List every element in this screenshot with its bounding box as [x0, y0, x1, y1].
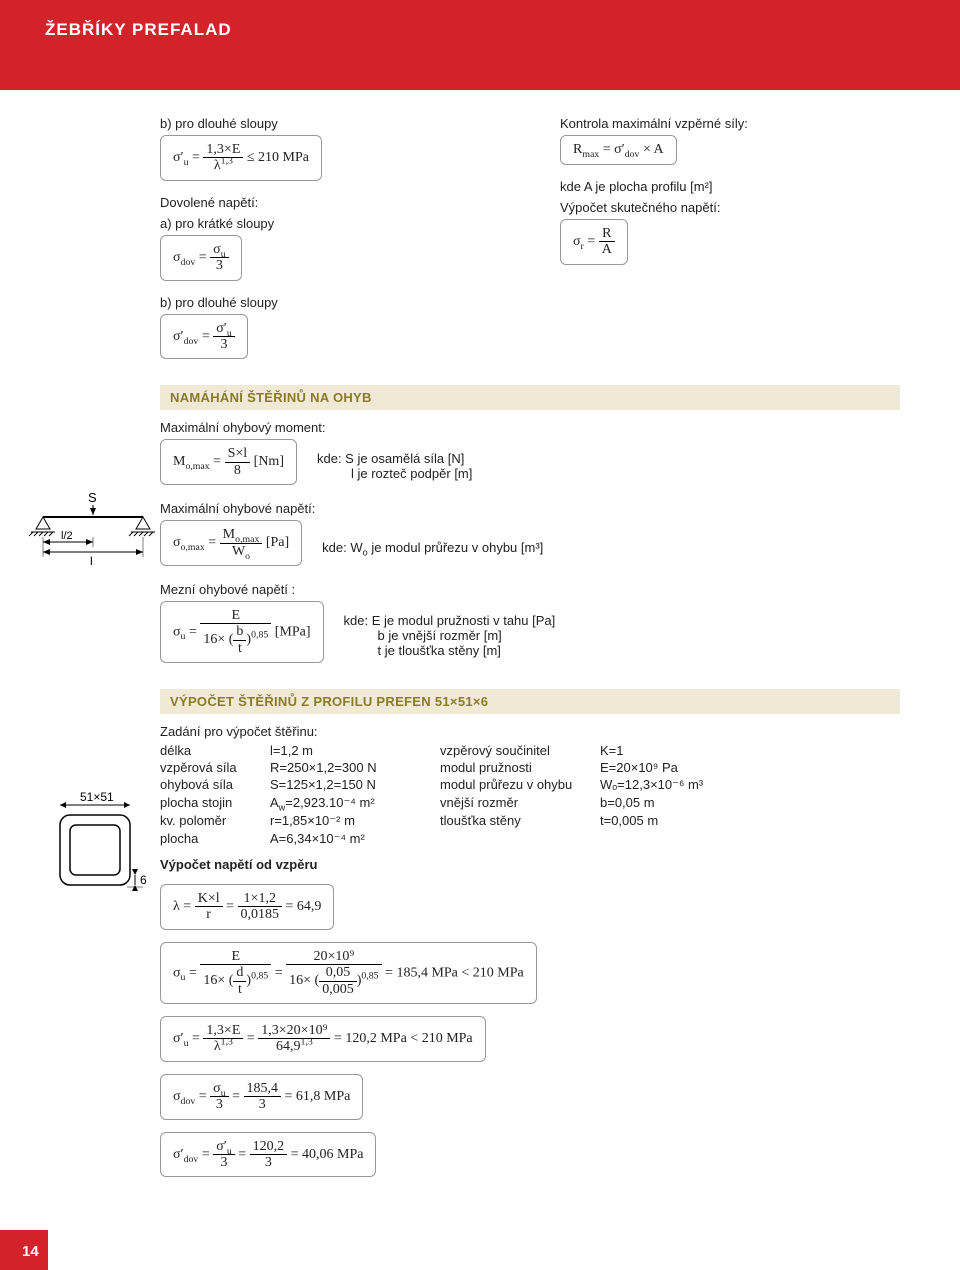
label-allow: Dovolené napětí: — [160, 195, 500, 210]
kde-area: kde A je plocha profilu [m²] — [560, 179, 900, 194]
beam-diagram: S l l/2 — [28, 487, 158, 585]
given-cell: S=125×1,2=150 N — [270, 777, 440, 793]
cross-section-diagram: 51×51 6 — [40, 790, 160, 903]
given-cell: ohybová síla — [160, 777, 270, 793]
section-bending-title: NAMÁHÁNÍ ŠTĚŘINŮ NA OHYB — [160, 385, 900, 410]
calc-sigma-u-prime: σ′u = 1,3×Eλ1,3 = 1,3×20×10⁹64,91,3 = 12… — [160, 1016, 486, 1062]
moment-title: Maximální ohybový moment: — [160, 420, 900, 435]
given-cell: A=6,34×10⁻⁴ m² — [270, 831, 440, 847]
page-number: 14 — [22, 1243, 39, 1260]
formula-sigma-u-prime: σ′u = 1,3×Eλ1,3 ≤ 210 MPa — [160, 135, 322, 181]
bendstress-kde: kde: Wo je modul průřezu v ohybu [m³] — [322, 540, 900, 555]
given-cell: t=0,005 m — [600, 813, 900, 829]
label-real: Výpočet skutečného napětí: — [560, 200, 900, 215]
formula-bendstress: σo,max = Mo,maxWo [Pa] — [160, 520, 302, 566]
given-cell: r=1,85×10⁻² m — [270, 813, 440, 829]
cross-t-label: 6 — [140, 873, 147, 887]
formula-rmax: Rmax = σ′dov × A — [560, 135, 677, 165]
given-intro: Zadání pro výpočet štěřinu: — [160, 724, 900, 739]
formula-sigma-r: σr = RA — [560, 219, 628, 265]
given-cell — [600, 831, 900, 847]
given-cell: R=250×1,2=300 N — [270, 760, 440, 775]
given-cell: K=1 — [600, 743, 900, 758]
calc-heading: Výpočet napětí od vzpěru — [160, 857, 900, 872]
limitstress-title: Mezní ohybové napětí : — [160, 582, 900, 597]
calc-lambda: λ = K×lr = 1×1,20,0185 = 64,9 — [160, 884, 334, 930]
moment-kde2: l je rozteč podpěr [m] — [317, 466, 900, 481]
label-a-short: a) pro krátké sloupy — [160, 216, 500, 231]
given-cell: kv. poloměr — [160, 813, 270, 829]
beam-s-label: S — [88, 490, 97, 505]
formula-sigma-dov: σdov = σu3 — [160, 235, 242, 281]
section-calc-title: VÝPOČET ŠTĚŘINŮ Z PROFILU PREFEN 51×51×6 — [160, 689, 900, 714]
cross-dim-label: 51×51 — [80, 790, 114, 804]
given-cell: E=20×10⁹ Pa — [600, 760, 900, 775]
beam-l-label: l — [90, 554, 93, 568]
right-column: Kontrola maximální vzpěrné síly: Rmax = … — [560, 110, 900, 367]
page-title: ŽEBŘÍKY PREFALAD — [45, 20, 960, 40]
given-cell: Aw=2,923.10⁻⁴ m² — [270, 795, 440, 811]
formula-moment: Mo,max = S×l8 [Nm] — [160, 439, 297, 485]
formula-sigma-dov-prime: σ′dov = σ′u3 — [160, 314, 248, 360]
given-cell: vnější rozměr — [440, 795, 600, 811]
moment-kde1: kde: S je osamělá síla [N] — [317, 451, 900, 466]
formula-limitstress: σu = E16× (bt)0,85 [MPa] — [160, 601, 324, 663]
given-cell: vzpěrová síla — [160, 760, 270, 775]
given-cell: vzpěrový součinitel — [440, 743, 600, 758]
label-b-long: b) pro dlouhé sloupy — [160, 116, 500, 131]
label-control: Kontrola maximální vzpěrné síly: — [560, 116, 900, 131]
given-cell: l=1,2 m — [270, 743, 440, 758]
given-cell: tloušťka stěny — [440, 813, 600, 829]
calc-sigma-dov: σdov = σu3 = 185,43 = 61,8 MPa — [160, 1074, 363, 1120]
given-table: délkal=1,2 mvzpěrový součinitelK=1 vzpěro… — [160, 743, 900, 847]
limit-kde3: t je tloušťka stěny [m] — [344, 643, 900, 658]
calc-sigma-dov-prime: σ′dov = σ′u3 = 120,23 = 40,06 MPa — [160, 1132, 376, 1178]
footer-strip: 14 — [0, 1230, 48, 1270]
left-column: b) pro dlouhé sloupy σ′u = 1,3×Eλ1,3 ≤ 2… — [160, 110, 500, 367]
given-cell: Wₒ=12,3×10⁻⁶ m³ — [600, 777, 900, 793]
calc-sigma-u: σu = E16× (dt)0,85 = 20×10⁹16× (0,050,00… — [160, 942, 537, 1004]
limit-kde1: kde: E je modul pružnosti v tahu [Pa] — [344, 613, 900, 628]
given-cell — [440, 831, 600, 847]
given-cell: délka — [160, 743, 270, 758]
bendstress-title: Maximální ohybové napětí: — [160, 501, 900, 516]
given-cell: modul průřezu v ohybu — [440, 777, 600, 793]
given-cell: plocha — [160, 831, 270, 847]
given-cell: plocha stojin — [160, 795, 270, 811]
beam-l2-label: l/2 — [61, 530, 73, 542]
given-cell: b=0,05 m — [600, 795, 900, 811]
limit-kde2: b je vnější rozměr [m] — [344, 628, 900, 643]
main-content: S l l/2 51× — [0, 90, 960, 1213]
given-cell: modul pružnosti — [440, 760, 600, 775]
header-band: ŽEBŘÍKY PREFALAD — [0, 0, 960, 90]
label-b-long2: b) pro dlouhé sloupy — [160, 295, 500, 310]
